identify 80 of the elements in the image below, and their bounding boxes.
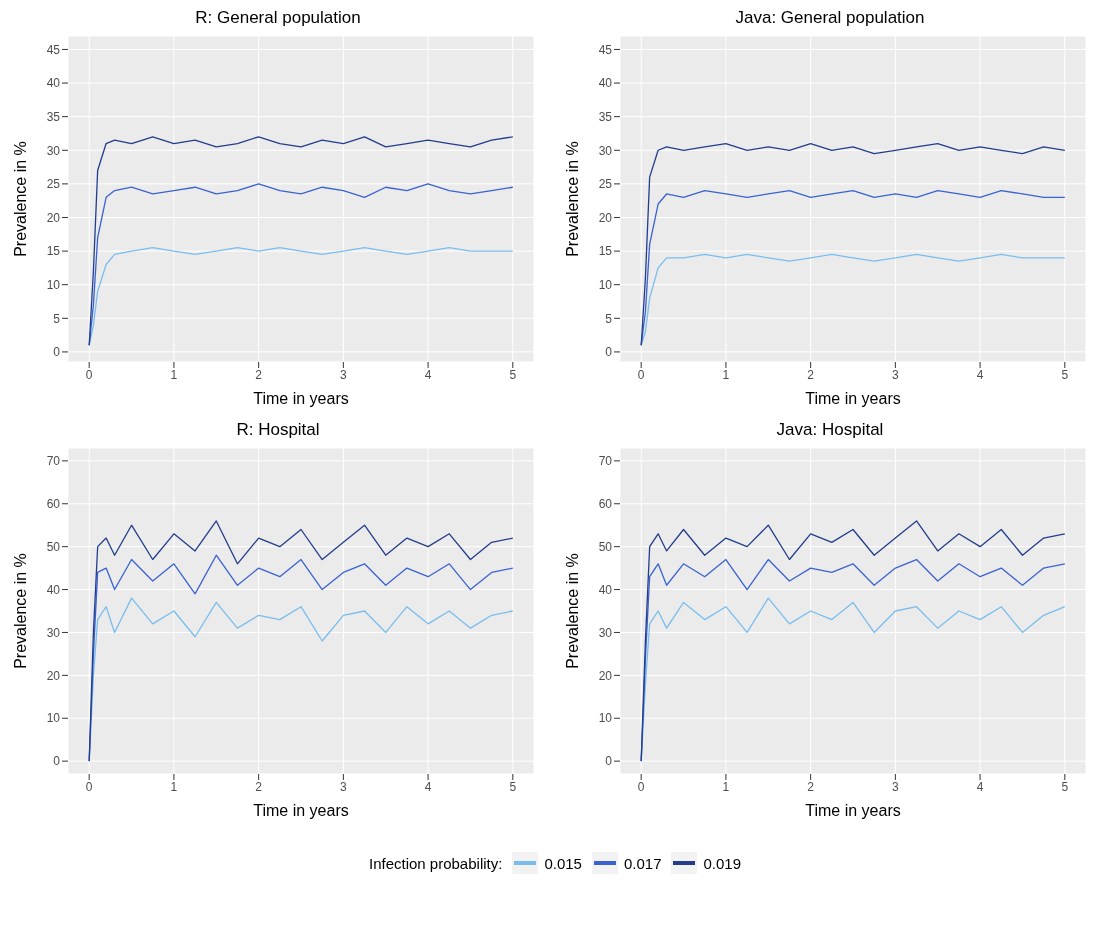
- x-axis-title: Time in years: [253, 390, 349, 407]
- x-tick-label: 2: [807, 367, 815, 382]
- x-tick-label: 0: [85, 779, 93, 794]
- y-axis-title: Prevalence in %: [11, 553, 29, 669]
- y-tick-label: 25: [598, 177, 613, 192]
- y-tick-label: 40: [598, 582, 613, 597]
- legend-label: 0.015: [544, 854, 582, 872]
- line-series: [88, 136, 514, 346]
- y-tick-label: 50: [598, 539, 613, 554]
- x-tick-label: 5: [509, 367, 517, 382]
- y-tick-label: 20: [46, 668, 61, 683]
- y-tick-label: 35: [46, 109, 61, 124]
- x-tick-label: 4: [424, 367, 432, 382]
- y-tick-label: 60: [598, 497, 613, 512]
- y-tick-label: 5: [53, 311, 61, 326]
- y-tick-label: 10: [598, 711, 613, 726]
- x-tick-label: 4: [424, 779, 432, 794]
- x-axis-title: Time in years: [805, 390, 901, 407]
- x-tick-label: 4: [976, 779, 984, 794]
- x-tick-label: 3: [340, 779, 348, 794]
- legend-label: 0.019: [703, 854, 742, 872]
- chart-title: R: Hospital: [235, 420, 321, 441]
- y-tick-label: 70: [46, 454, 61, 469]
- y-tick-label: 20: [46, 210, 61, 225]
- y-tick-label: 35: [598, 109, 613, 124]
- y-axis-title: Prevalence in %: [563, 553, 581, 669]
- legend-label: 0.017: [623, 854, 662, 872]
- x-axis-title: Time in years: [805, 802, 901, 819]
- line-series: [640, 253, 1066, 346]
- y-axis-title: Prevalence in %: [11, 141, 29, 257]
- chart-title: Java: General population: [734, 8, 926, 29]
- y-tick-label: 25: [46, 177, 61, 192]
- y-tick-label: 5: [605, 311, 613, 326]
- y-tick-label: 70: [598, 454, 613, 469]
- line-series: [640, 142, 1066, 346]
- y-tick-label: 10: [46, 277, 61, 292]
- y-tick-label: 30: [46, 625, 61, 640]
- chart-title: Java: Hospital: [775, 420, 885, 441]
- x-tick-label: 5: [1061, 367, 1069, 382]
- y-tick-label: 20: [598, 210, 613, 225]
- x-tick-label: 1: [170, 367, 178, 382]
- x-tick-label: 3: [892, 367, 900, 382]
- x-tick-label: 5: [1061, 779, 1069, 794]
- y-tick-label: 30: [598, 625, 613, 640]
- x-tick-label: 1: [170, 779, 178, 794]
- y-axis-title: Prevalence in %: [563, 141, 581, 257]
- y-tick-label: 45: [46, 42, 61, 57]
- y-tick-label: 10: [598, 277, 613, 292]
- y-tick-label: 0: [605, 754, 613, 769]
- y-tick-label: 40: [46, 76, 61, 91]
- legend-title: Infection probability:: [368, 854, 503, 872]
- y-tick-label: 0: [605, 345, 613, 360]
- y-tick-label: 0: [53, 754, 61, 769]
- y-tick-label: 30: [46, 143, 61, 158]
- y-tick-label: 15: [46, 244, 61, 259]
- x-tick-label: 0: [85, 367, 93, 382]
- y-tick-label: 60: [46, 497, 61, 512]
- y-tick-label: 15: [598, 244, 613, 259]
- y-tick-label: 50: [46, 539, 61, 554]
- y-tick-label: 40: [46, 582, 61, 597]
- x-tick-label: 2: [255, 367, 263, 382]
- x-tick-label: 3: [892, 779, 900, 794]
- x-tick-label: 2: [807, 779, 815, 794]
- y-tick-label: 20: [598, 668, 613, 683]
- chart-title: R: General population: [194, 8, 362, 29]
- y-tick-label: 10: [46, 711, 61, 726]
- line-series: [640, 520, 1066, 762]
- y-tick-label: 45: [598, 42, 613, 57]
- x-tick-label: 2: [255, 779, 263, 794]
- y-tick-label: 30: [598, 143, 613, 158]
- x-tick-label: 5: [509, 779, 517, 794]
- y-tick-label: 40: [598, 76, 613, 91]
- x-tick-label: 1: [722, 779, 730, 794]
- x-tick-label: 3: [340, 367, 348, 382]
- x-tick-label: 4: [976, 367, 984, 382]
- x-axis-title: Time in years: [253, 802, 349, 819]
- x-tick-label: 0: [637, 367, 645, 382]
- x-tick-label: 1: [722, 367, 730, 382]
- y-tick-label: 0: [53, 345, 61, 360]
- x-tick-label: 0: [637, 779, 645, 794]
